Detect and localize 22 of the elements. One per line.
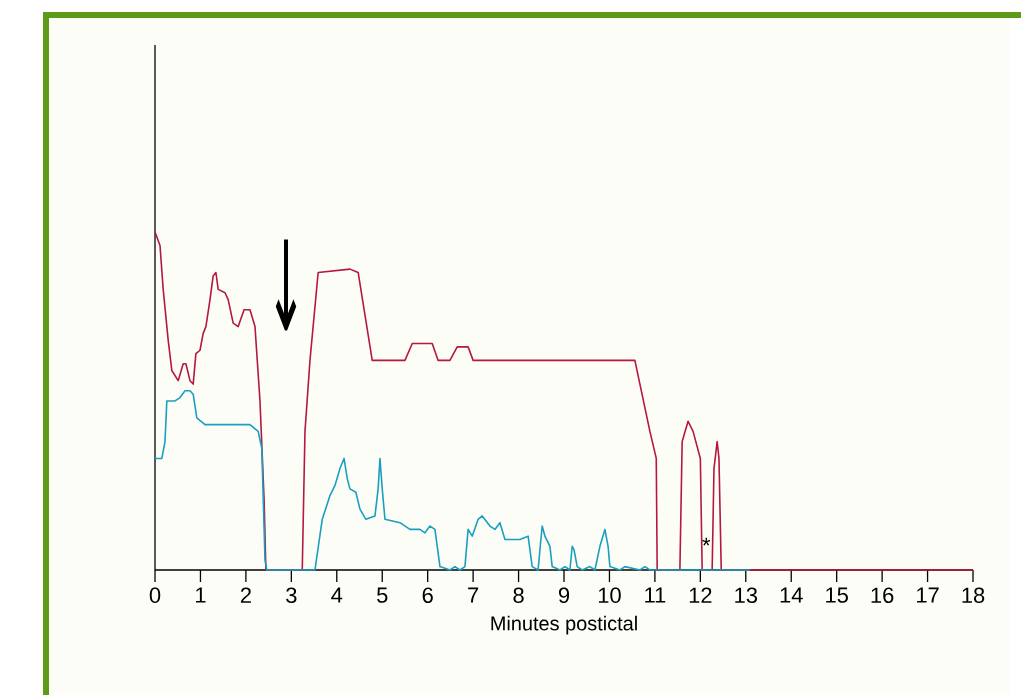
x-tick-label: 0 bbox=[149, 587, 161, 604]
x-tick-label: 11 bbox=[645, 587, 666, 603]
x-axis-title: Minutes postictal bbox=[491, 615, 637, 635]
x-tick-label: 14 bbox=[780, 587, 803, 603]
annotation: * bbox=[702, 537, 711, 546]
annotation: ↓ bbox=[275, 239, 297, 331]
x-tick-label: 3 bbox=[286, 587, 297, 604]
x-tick-label: 17 bbox=[917, 587, 939, 603]
x-tick-label: 2 bbox=[240, 587, 251, 603]
x-tick-label: 6 bbox=[422, 587, 433, 604]
x-tick-label: 9 bbox=[558, 587, 570, 604]
x-tick-label: 12 bbox=[689, 587, 712, 603]
x-tick-label: 15 bbox=[826, 587, 848, 603]
x-tick-label: 8 bbox=[513, 587, 524, 604]
x-tick-label: 7 bbox=[468, 587, 479, 603]
x-tick-label: 10 bbox=[598, 587, 621, 604]
x-tick-label: 16 bbox=[871, 587, 894, 604]
x-tick-label: 18 bbox=[962, 587, 985, 604]
x-tick-label: 4 bbox=[331, 587, 343, 603]
x-tick-label: 13 bbox=[735, 587, 758, 604]
x-tick-label: 5 bbox=[377, 587, 388, 603]
x-tick-label: 1 bbox=[196, 587, 206, 603]
